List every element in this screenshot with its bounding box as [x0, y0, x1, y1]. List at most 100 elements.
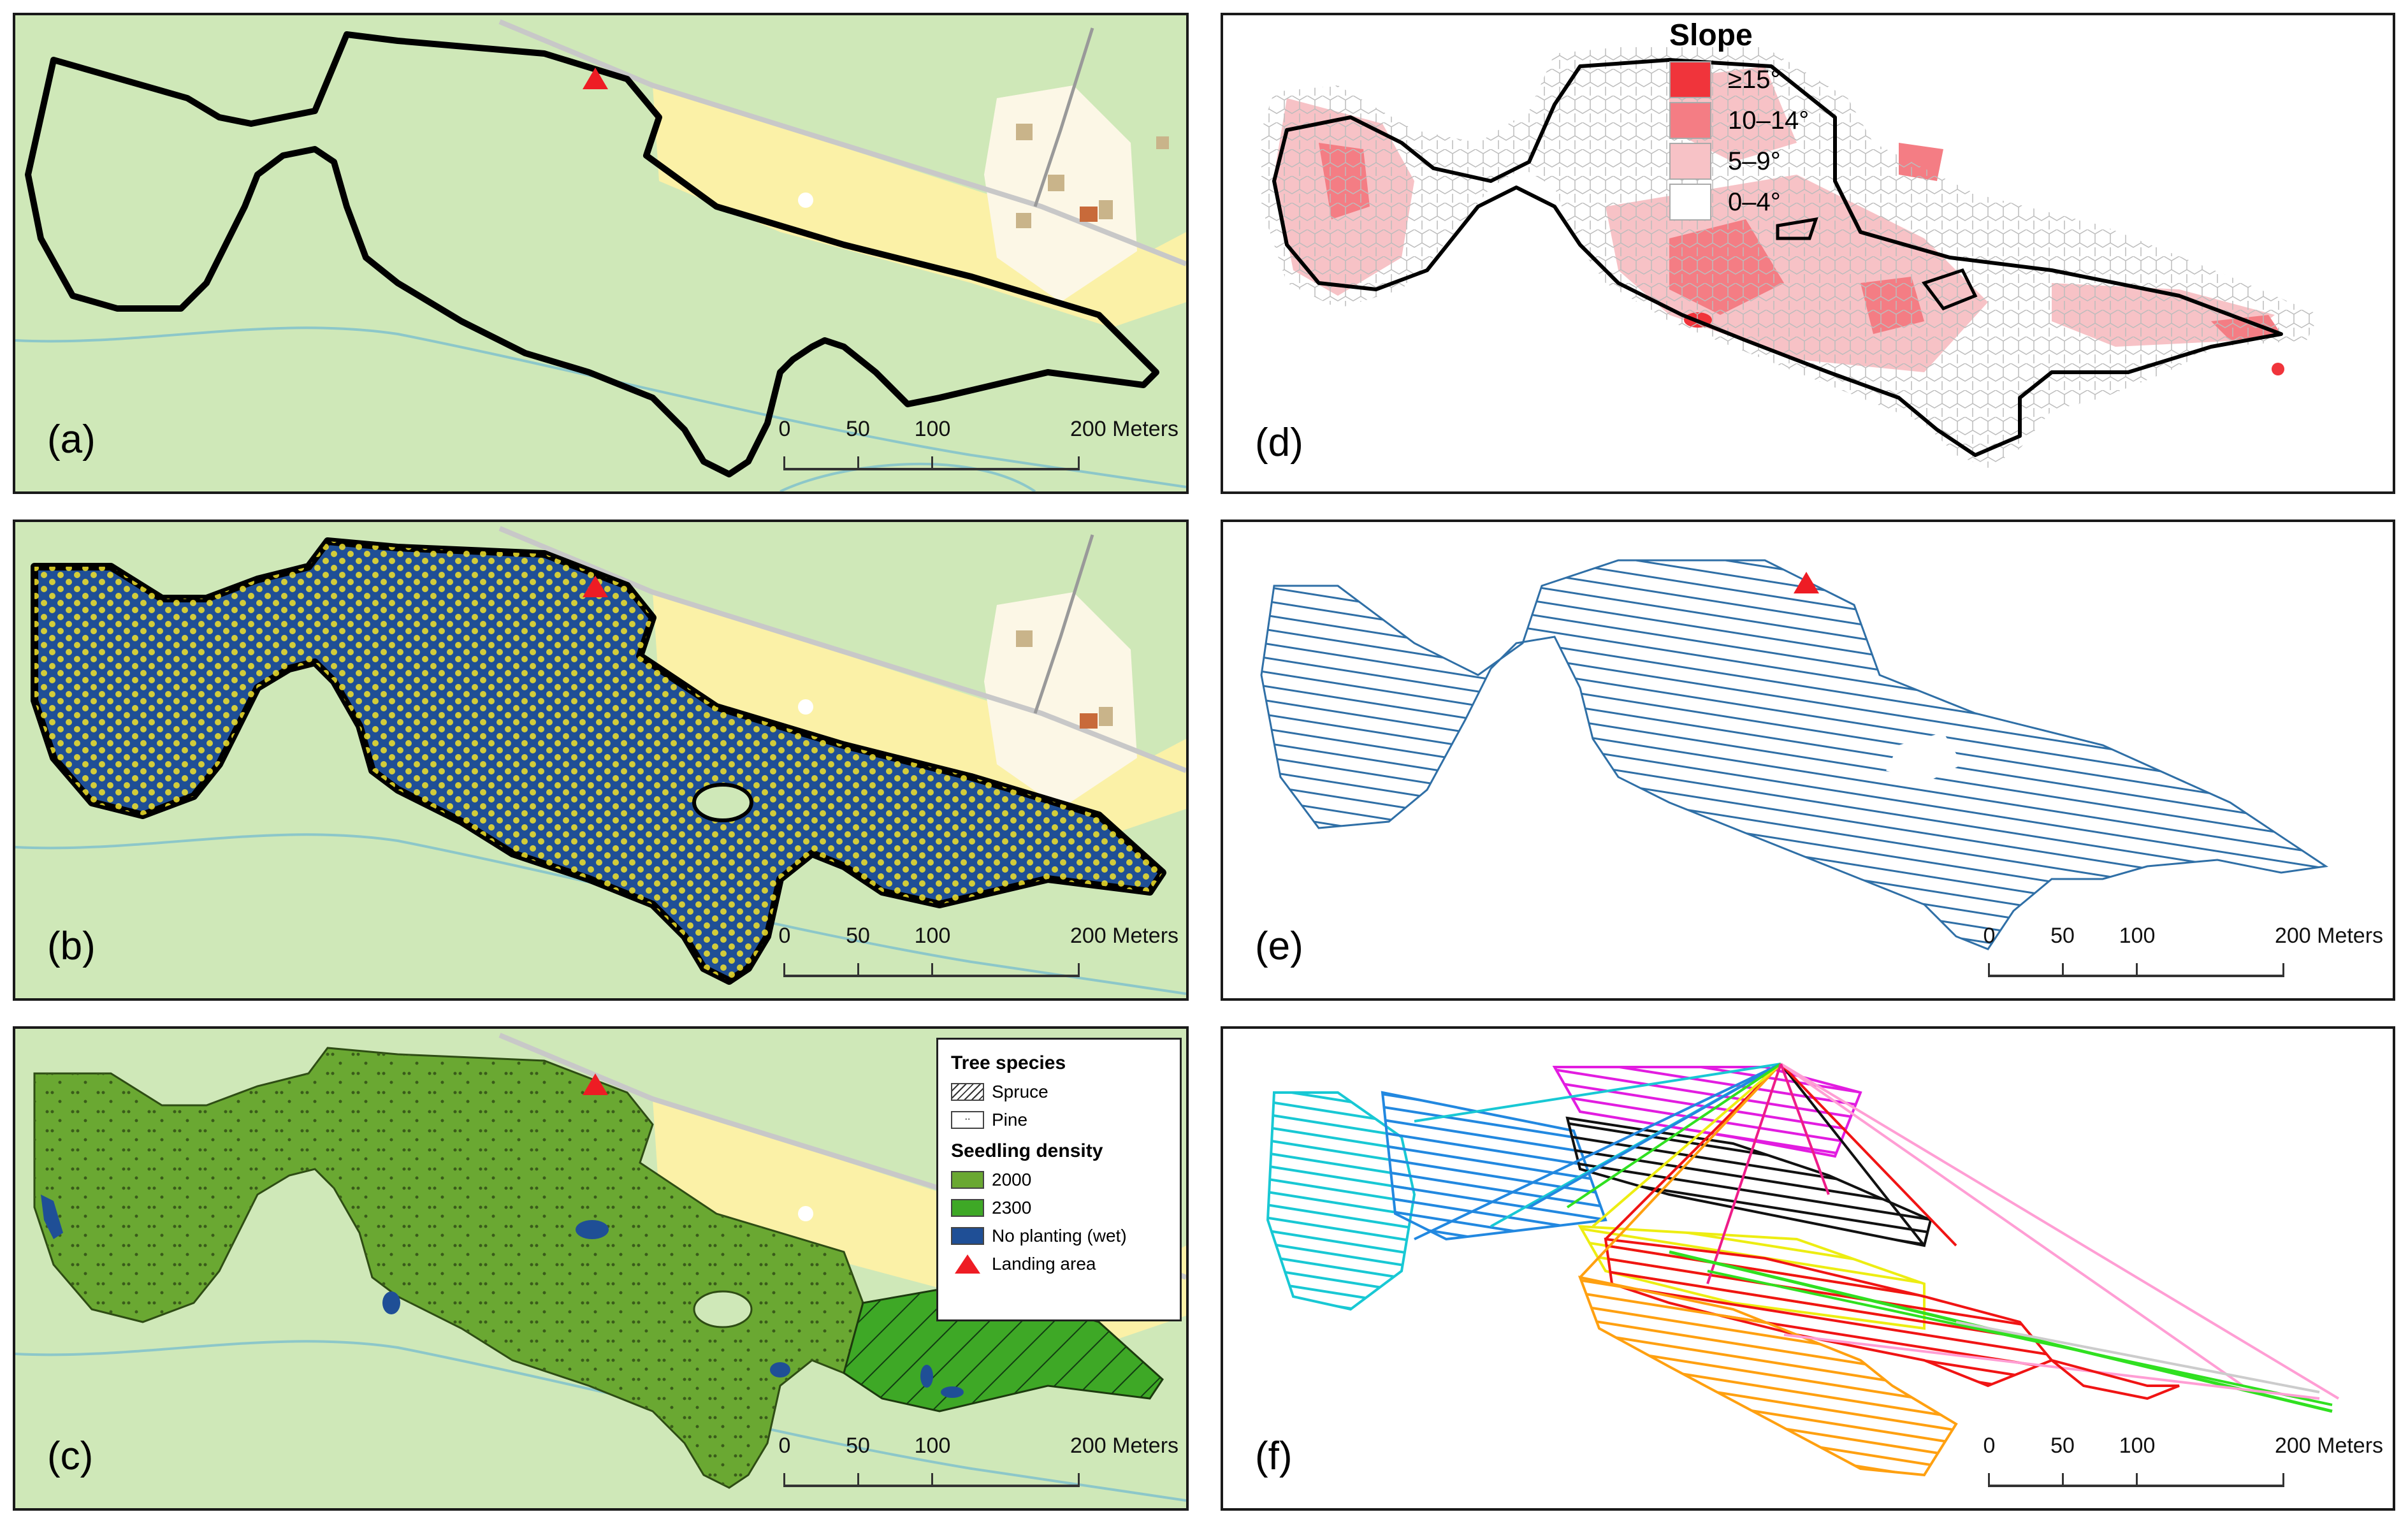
scale-tick-0: 0	[1983, 1434, 1996, 1458]
scale-tick-50: 50	[846, 924, 870, 948]
route-cyan	[1266, 1091, 1416, 1311]
tick-mark	[1988, 1473, 1990, 1487]
scale-bar: 0 50 100 200 Meters	[1984, 924, 2393, 994]
panel-label: (b)	[47, 924, 96, 968]
panel-e: (e) 0 50 100 200 Meters	[1221, 520, 2395, 1001]
stream-line	[15, 1340, 1186, 1502]
legend-item: ∙∙ Pine	[951, 1106, 1167, 1134]
pond	[798, 699, 813, 715]
tick-mark	[931, 1473, 933, 1487]
map-b-svg	[15, 522, 1186, 998]
map-d-svg	[1261, 47, 2319, 468]
transit-line	[1528, 1063, 1781, 1209]
legend-label: ≥15°	[1728, 65, 1781, 94]
panel-b: (b) 0 50 100 200 Meters	[13, 520, 1189, 1001]
legend-label: 5–9°	[1728, 147, 1781, 175]
legend-label: Pine	[992, 1110, 1028, 1130]
scale-tick-100: 100	[914, 924, 951, 948]
slope-15-swatch	[1669, 61, 1711, 98]
transit-line	[1955, 1321, 2320, 1393]
scale-tick-0: 0	[1983, 924, 1996, 948]
legend: Tree species Spruce ∙∙ Pine Seedling den…	[936, 1038, 1182, 1321]
flight-path-outline	[1260, 559, 2329, 950]
tick-mark	[1078, 963, 1080, 977]
tick-mark	[2136, 963, 2138, 977]
tick-mark	[857, 963, 859, 977]
building	[1099, 707, 1113, 726]
density-2300-swatch	[951, 1199, 984, 1217]
tick-mark	[783, 1473, 785, 1487]
density-2000-swatch	[951, 1171, 984, 1189]
scale-tick-100: 100	[2119, 1434, 2156, 1458]
slope-legend: Slope ≥15° 10–14° 5–9° 0–4°	[1669, 18, 1809, 222]
inner-boundary	[1921, 268, 1978, 311]
legend-label: 2000	[992, 1170, 1032, 1189]
building	[1080, 207, 1098, 222]
seedling-dots	[34, 541, 1163, 981]
landing-triangle	[1794, 572, 1819, 593]
scale-tick-200: 200 Meters	[1070, 417, 1179, 441]
scale-bar: 0 50 100 200 Meters	[779, 924, 1186, 994]
scale-bar: 0 50 100 200 Meters	[779, 417, 1186, 487]
building	[1016, 213, 1031, 228]
scale-tick-100: 100	[2119, 924, 2156, 948]
route-red-tail	[2050, 1359, 2180, 1400]
wet-area	[920, 1365, 933, 1388]
pond	[798, 193, 813, 208]
transit-line	[1592, 1063, 1782, 1228]
tick-mark	[2062, 963, 2064, 977]
panel-label: (c)	[47, 1434, 94, 1478]
building	[1016, 630, 1033, 647]
scale-tick-0: 0	[778, 1434, 791, 1458]
scale-bar: 0 50 100 200 Meters	[779, 1434, 1186, 1504]
transit-lines	[1414, 1063, 2340, 1413]
scale-tick-50: 50	[2050, 924, 2075, 948]
tick-mark	[2136, 1473, 2138, 1487]
tick-mark	[857, 456, 859, 470]
panel-label: (d)	[1255, 421, 1303, 465]
wet-area	[41, 1195, 63, 1239]
map-e-svg	[1260, 559, 2329, 950]
route-orange	[1578, 1275, 1958, 1477]
transit-line	[1780, 1063, 2340, 1400]
opening	[693, 1290, 753, 1328]
scale-tick-100: 100	[914, 417, 951, 441]
legend-item: ≥15°	[1669, 59, 1809, 100]
legend-label: 10–14°	[1728, 106, 1810, 134]
legend-item: No planting (wet)	[951, 1222, 1167, 1250]
scale-tick-200: 200 Meters	[2274, 924, 2384, 948]
stream-line	[15, 326, 1186, 488]
pine-pattern	[34, 1048, 863, 1488]
transit-line	[1780, 1063, 1830, 1195]
tick-mark	[1988, 963, 1990, 977]
legend-title: Slope	[1669, 18, 1753, 52]
basemap	[15, 15, 1186, 491]
transit-line	[1414, 1063, 1781, 1240]
road-line	[498, 19, 1186, 266]
map-f-svg	[1266, 1063, 2340, 1477]
route-blue	[1381, 1091, 1607, 1241]
legend-item: 5–9°	[1669, 141, 1809, 182]
tick-mark	[931, 963, 933, 977]
transit-line	[1707, 1270, 2333, 1406]
scale-tick-200: 200 Meters	[1070, 1434, 1179, 1458]
wet-swatch	[951, 1227, 984, 1245]
slope-0-swatch	[1669, 184, 1711, 221]
legend-item: 2300	[951, 1194, 1167, 1222]
legend-label: 2300	[992, 1198, 1032, 1217]
legend-item: 10–14°	[1669, 100, 1809, 141]
slope-10-swatch	[1669, 102, 1711, 139]
scale-tick-50: 50	[846, 417, 870, 441]
opening	[692, 783, 753, 822]
transit-line	[1579, 1063, 1782, 1279]
panel-c: (c) Tree species Spruce ∙∙ Pine Seedling…	[13, 1026, 1189, 1511]
scale-tick-0: 0	[778, 417, 791, 441]
scale-tick-0: 0	[778, 924, 791, 948]
tick-mark	[1078, 1473, 1080, 1487]
panel-label: (a)	[47, 418, 96, 461]
legend-label: No planting (wet)	[992, 1226, 1127, 1246]
tick-mark	[783, 963, 785, 977]
wet-area	[941, 1386, 964, 1398]
slope-5-swatch	[1669, 143, 1711, 180]
scale-bar: 0 50 100 200 Meters	[1984, 1434, 2393, 1504]
